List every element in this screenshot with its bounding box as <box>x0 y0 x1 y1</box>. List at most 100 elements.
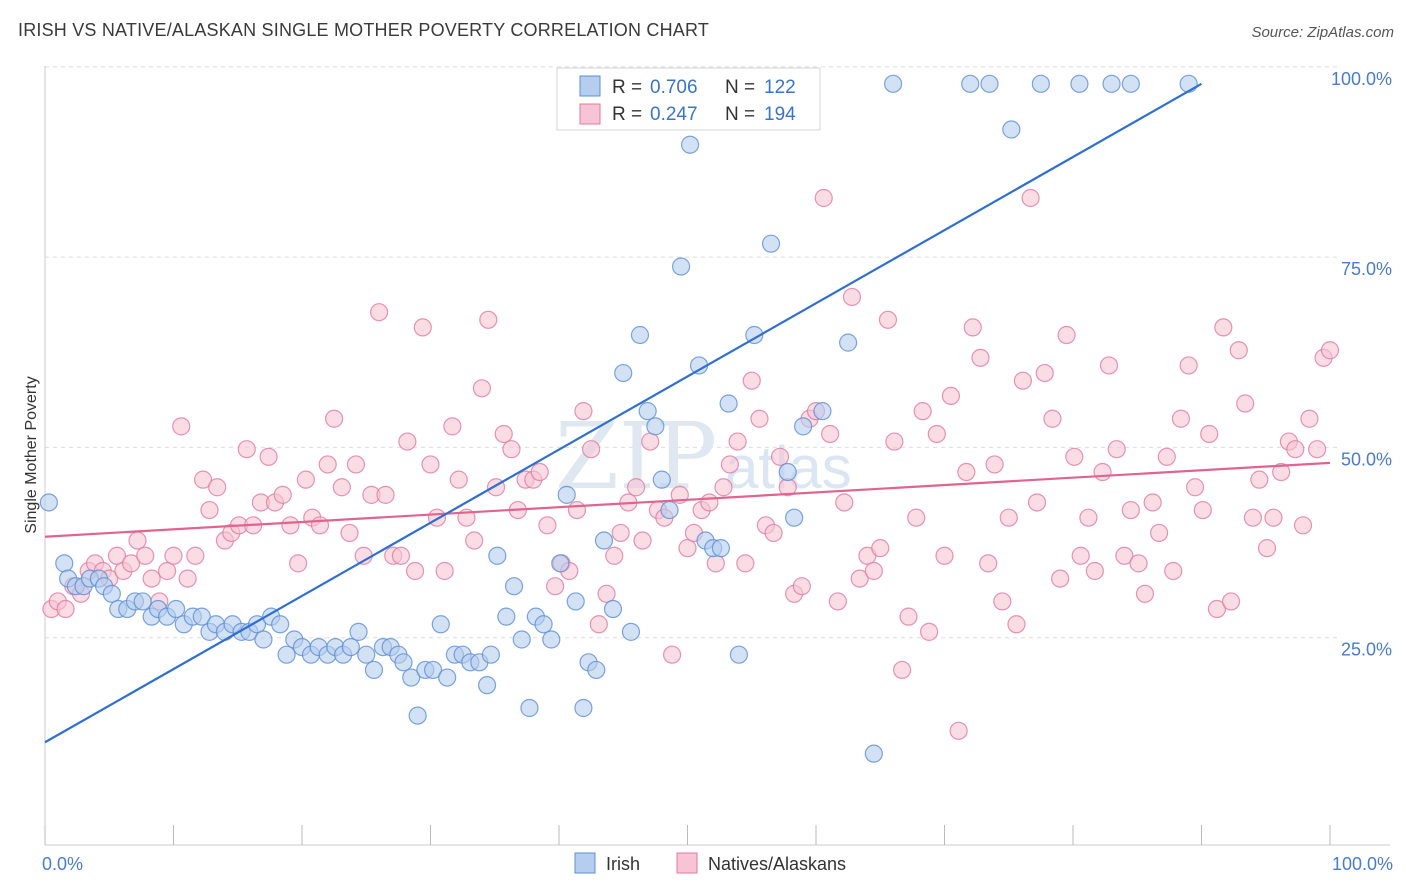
irish-point-61 <box>512 630 531 649</box>
irish-point-65 <box>542 630 561 649</box>
irish-trend-line <box>44 82 1203 744</box>
y-tick-label-3: 25.0% <box>1341 640 1392 660</box>
axes <box>44 66 1390 846</box>
irish-point-103 <box>1102 74 1121 93</box>
natives-point-41 <box>340 523 359 543</box>
natives-point-111 <box>850 569 869 588</box>
irish-point-95 <box>839 333 858 352</box>
legend-natives-r-value: 0.247 <box>650 104 698 125</box>
irish-point-81 <box>671 257 691 276</box>
natives-point-51 <box>413 318 432 337</box>
natives-point-118 <box>899 607 918 626</box>
irish-point-45 <box>394 653 413 672</box>
natives-point-170 <box>1272 462 1291 482</box>
natives-point-158 <box>1185 478 1205 497</box>
bottom-legend-natives-swatch <box>676 852 698 874</box>
natives-point-14 <box>142 569 161 588</box>
natives-point-151 <box>1135 584 1155 603</box>
natives-point-37 <box>310 516 330 535</box>
irish-point-27 <box>254 630 273 649</box>
natives-point-144 <box>1085 561 1104 581</box>
x-tick-label-0: 0.0% <box>42 854 83 874</box>
irish-point-39 <box>349 622 368 641</box>
irish-point-12 <box>133 592 152 611</box>
natives-point-120 <box>913 402 932 421</box>
irish-point-66 <box>551 554 570 573</box>
natives-point-18 <box>172 417 191 436</box>
legend-box <box>556 67 821 131</box>
legend-natives-r-label: R = <box>612 104 642 125</box>
irish-point-0 <box>39 493 58 512</box>
natives-point-156 <box>1171 409 1191 428</box>
chart-source: Source: ZipAtlas.com <box>1251 24 1394 41</box>
natives-point-30 <box>259 447 278 466</box>
natives-point-117 <box>892 660 912 680</box>
natives-point-87 <box>678 539 697 558</box>
natives-point-154 <box>1157 447 1176 466</box>
natives-point-110 <box>842 287 862 307</box>
natives-point-103 <box>792 577 811 596</box>
natives-point-177 <box>1320 341 1340 360</box>
natives-point-127 <box>963 318 982 337</box>
y-tick-label-1: 75.0% <box>1341 259 1392 279</box>
natives-point-45 <box>370 303 389 322</box>
natives-point-91 <box>706 554 725 573</box>
irish-point-58 <box>488 546 507 565</box>
natives-point-113 <box>864 561 883 581</box>
irish-point-88 <box>729 645 749 664</box>
natives-point-63 <box>502 440 521 459</box>
legend-natives-swatch <box>579 103 601 125</box>
irish-point-79 <box>652 470 671 489</box>
irish-point-76 <box>630 325 650 345</box>
legend-irish-swatch <box>579 75 601 97</box>
irish-point-98 <box>961 74 980 93</box>
trend-lines <box>44 82 1331 744</box>
natives-point-60 <box>479 310 498 329</box>
natives-point-109 <box>835 493 854 512</box>
natives-point-77 <box>605 546 624 565</box>
irish-point-82 <box>680 135 700 154</box>
irish-point-105 <box>1179 74 1198 93</box>
natives-point-74 <box>582 440 601 459</box>
natives-point-135 <box>1021 188 1040 208</box>
irish-point-90 <box>761 234 781 253</box>
irish-point-87 <box>719 394 738 413</box>
natives-point-95 <box>736 554 755 573</box>
legend-irish-r-value: 0.706 <box>650 77 698 98</box>
natives-point-35 <box>296 470 315 489</box>
natives-point-33 <box>281 516 300 535</box>
natives-point-138 <box>1043 409 1062 428</box>
natives-point-49 <box>398 432 417 451</box>
irish-point-46 <box>402 668 421 687</box>
irish-point-80 <box>660 500 679 520</box>
irish-point-75 <box>621 622 641 641</box>
irish-point-19 <box>192 607 211 626</box>
irish-point-47 <box>408 706 427 725</box>
natives-point-9 <box>107 546 127 565</box>
irish-point-100 <box>1002 120 1021 139</box>
natives-point-46 <box>376 485 395 504</box>
natives-points <box>42 188 1340 740</box>
natives-point-23 <box>208 478 227 497</box>
irish-point-59 <box>497 607 516 626</box>
x-tick-label-1: 100.0% <box>1332 854 1393 874</box>
natives-point-12 <box>128 531 147 550</box>
irish-point-93 <box>794 417 813 436</box>
natives-point-55 <box>443 417 462 436</box>
natives-point-32 <box>273 485 292 504</box>
natives-point-59 <box>472 379 491 398</box>
natives-point-97 <box>750 409 769 428</box>
irish-point-62 <box>520 698 539 718</box>
natives-point-100 <box>770 447 790 466</box>
legend-irish-n-label: N = <box>725 77 755 98</box>
irish-point-89 <box>745 325 764 345</box>
natives-point-157 <box>1179 356 1198 375</box>
irish-point-69 <box>574 698 593 718</box>
natives-point-107 <box>821 424 840 444</box>
natives-point-160 <box>1200 424 1219 444</box>
irish-point-64 <box>534 615 553 634</box>
bottom-legend-irish-swatch <box>574 852 596 874</box>
irish-point-99 <box>980 74 999 93</box>
bottom-legend-irish-label: Irish <box>606 854 640 874</box>
